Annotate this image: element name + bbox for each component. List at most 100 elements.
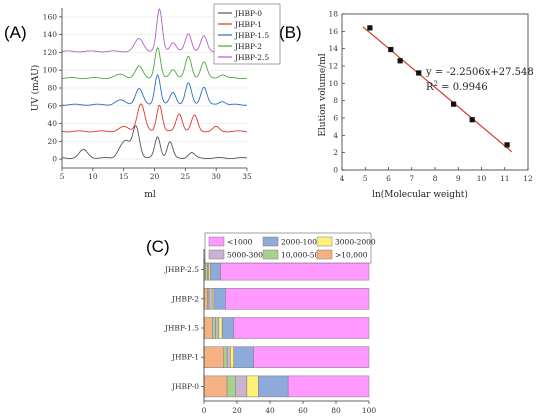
panel-c-legend-label: <1000: [227, 238, 253, 247]
panel-c-xtick-label: 0: [202, 406, 207, 415]
panel-label-c: (C): [146, 237, 170, 256]
panel-c-xtick-label: 80: [331, 406, 341, 415]
panel-b-r2-suffix: = 0.9946: [438, 82, 488, 93]
panel-c-bar-segment: [203, 288, 208, 310]
panel-c-bar-segment: [221, 317, 234, 339]
panel-a-ytick-label: 60: [47, 101, 57, 110]
panel-c-category-label: JHBP-0: [171, 382, 199, 391]
panel-c-bar-segment: [230, 346, 234, 368]
panel-c-bar-segment: [203, 346, 225, 368]
panel-c-bar-segment: [203, 317, 213, 339]
panel-a-legend-label: JHBP-2: [234, 42, 262, 51]
panel-b-r2-prefix: R: [426, 82, 434, 93]
panel-c-legend: <1000 2000-1000 3000-2000 5000-3000 10,000-5…: [204, 232, 376, 264]
panel-c-legend-swatch: [208, 249, 225, 260]
panel-label-b: (B): [279, 23, 302, 42]
panel-a-xtick-label: 20: [150, 172, 160, 181]
panel-c-xtick-label: 40: [265, 406, 275, 415]
panel-b-data-point: [451, 101, 457, 107]
panel-c-category-label: JHBP-1: [171, 353, 199, 362]
panel-b-r2: R2 = 0.9946: [426, 80, 488, 93]
panel-b-calibration: 0 2 4 6 8 10 12 14 16 18 4 5 6 7 8 9 10 11 12 y = -2.2506x…: [318, 10, 534, 201]
panel-c-category-label: JHBP-2.5: [164, 265, 199, 274]
panel-a-legend: JHBP-0 JHBP-1 JHBP-1.5 JHBP-2 JHBP-2.5: [213, 3, 281, 65]
panel-c-legend-label: 10,000-5000: [281, 251, 329, 260]
panel-c-bar-segment: [212, 317, 216, 339]
panel-b-data-point: [388, 46, 394, 53]
panel-b-ytick-label: 8: [333, 96, 338, 105]
panel-c-xtick-label: 20: [232, 406, 242, 415]
panel-c-legend-label: 2000-1000: [281, 238, 322, 247]
panel-b-xtick-label: 6: [386, 174, 391, 183]
panel-b-ytick-label: 10: [328, 79, 338, 88]
panel-c-bar-segment: [208, 288, 213, 310]
panel-a-ytick-label: 40: [47, 119, 57, 128]
panel-a-chromatogram: 0 20 40 60 80 100 120 140 160 5 10 15 20 25 30 35 ml UV…: [30, 3, 281, 200]
panel-c-bar-segment: [218, 317, 223, 339]
panel-b-xtick-label: 10: [477, 174, 487, 183]
panel-a-ytick-label: 80: [47, 84, 57, 93]
panel-a-xtick-label: 10: [88, 172, 98, 181]
panel-c-legend-box: [204, 232, 372, 264]
panel-c-xtick-label: 60: [298, 406, 308, 415]
panel-a-xtick-label: 30: [211, 172, 221, 181]
panel-a-legend-box: [213, 3, 281, 65]
panel-b-xtick-label: 4: [340, 174, 345, 183]
panel-c-bar-segment: [287, 375, 370, 398]
panel-c-bar-segment: [246, 375, 259, 398]
panel-b-data-point: [469, 117, 475, 123]
panel-b-frame: [341, 13, 529, 171]
panel-b-r2-sup: 2: [434, 80, 438, 88]
panel-c-xtick-label: 100: [362, 406, 377, 415]
panel-c-legend-swatch: [208, 236, 225, 247]
panel-b-equation: y = -2.2506x+27.548: [425, 67, 534, 78]
panel-b-ytick-label: 12: [328, 62, 338, 71]
panel-c-bar-segment: [225, 288, 370, 310]
panel-a-ytick-label: 120: [43, 48, 58, 57]
panel-c-legend-swatch: [262, 249, 279, 260]
panel-b-data-point: [397, 58, 403, 64]
panel-label-a: (A): [4, 23, 27, 42]
panel-b-fit-line: [362, 26, 513, 153]
panel-c-bar-segment: [203, 375, 228, 398]
panel-c-category-label: JHBP-2: [171, 294, 199, 303]
panel-b-data-point: [416, 70, 422, 76]
panel-a-ytick-label: 100: [43, 66, 58, 75]
panel-c-stacked-bars: JHBP-2.5 JHBP-2 JHBP-1.5 JHBP-1 JHBP-0 0 20 40 6…: [164, 232, 377, 415]
panel-a-xtick-label: 35: [242, 172, 252, 181]
panel-b-ytick-label: 4: [333, 131, 338, 140]
panel-a-legend-label: JHBP-1.5: [234, 31, 269, 40]
panel-c-category-label: JHBP-1.5: [164, 324, 199, 333]
panel-b-xtick-label: 11: [500, 174, 510, 183]
panel-b-ytick-label: 2: [333, 148, 338, 157]
panel-a-ylabel: UV (mAU): [30, 65, 41, 112]
panel-c-bar-segment: [223, 346, 228, 368]
panel-c-bar-segment: [233, 346, 254, 368]
panel-a-legend-label: JHBP-1: [234, 20, 262, 29]
panel-a-series-line: [61, 125, 248, 160]
panel-a-series-line: [61, 47, 248, 80]
panel-b-xtick-label: 9: [456, 174, 461, 183]
panel-c-legend-label: 5000-3000: [227, 251, 268, 260]
panel-b-xtick-label: 7: [409, 174, 414, 183]
panel-a-ytick-label: 160: [43, 12, 58, 21]
panel-c-bar-segment: [226, 375, 236, 398]
panel-b-ytick-label: 18: [328, 10, 338, 19]
panel-b-xtick-label: 8: [433, 174, 438, 183]
panel-a-ytick-label: 20: [47, 137, 57, 146]
panel-c-legend-label: 3000-2000: [335, 238, 376, 247]
panel-b-ytick-label: 6: [333, 114, 338, 123]
panel-b-ytick-label: 0: [333, 166, 338, 175]
panel-b-data-point: [504, 142, 510, 148]
panel-c-bar-segment: [235, 375, 248, 398]
panel-b-xtick-label: 12: [523, 174, 533, 183]
panel-b-ylabel: Elution volume/ml: [318, 53, 328, 136]
panel-c-bar-segment: [253, 346, 370, 368]
panel-a-series-line: [61, 103, 248, 133]
panel-c-bar-segment: [233, 317, 370, 339]
panel-c-legend-swatch: [316, 249, 333, 260]
panel-a-ytick-label: 140: [43, 30, 58, 39]
panel-b-xtick-label: 5: [363, 174, 368, 183]
panel-a-legend-label: JHBP-2.5: [234, 53, 269, 62]
